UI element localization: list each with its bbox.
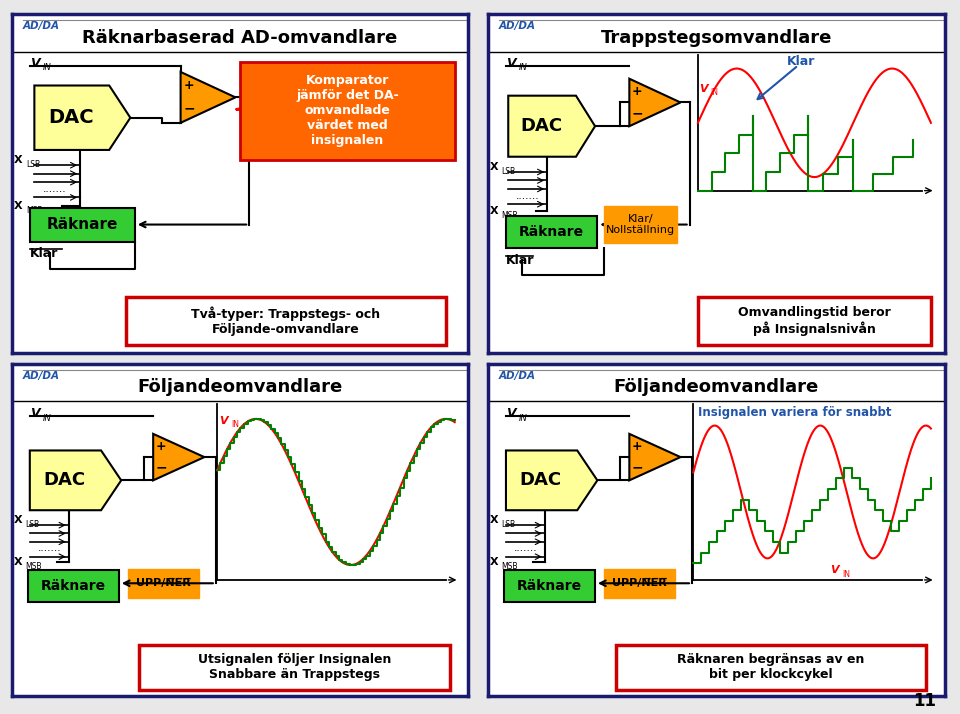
Text: Räknare: Räknare [519,225,585,239]
Text: −: − [632,461,643,475]
Text: Klar: Klar [506,253,535,266]
Text: DAC: DAC [520,117,563,135]
Text: DAC: DAC [43,471,85,489]
Text: .......: ....... [516,191,540,201]
Text: AD/DA: AD/DA [499,21,536,31]
Text: V: V [30,57,39,70]
Text: X: X [13,516,22,526]
Text: LSB: LSB [25,520,39,529]
Text: Räknarbaserad AD-omvandlare: Räknarbaserad AD-omvandlare [83,29,397,47]
Polygon shape [30,451,121,511]
Text: −: − [632,106,643,120]
Text: V: V [830,565,839,575]
Text: LSB: LSB [501,167,516,176]
Text: V: V [506,57,516,70]
Text: IN: IN [710,89,719,98]
Text: X: X [490,557,498,567]
Text: Klar: Klar [30,247,59,260]
Text: MSB: MSB [501,211,517,220]
Text: Omvandlingstid beror
på Insignalsnivån: Omvandlingstid beror på Insignalsnivån [738,306,891,336]
FancyBboxPatch shape [28,570,119,601]
Text: MSB: MSB [25,561,41,570]
Text: Räknare: Räknare [47,217,118,232]
Text: IN: IN [230,421,239,429]
Text: AD/DA: AD/DA [23,371,60,381]
Text: X: X [490,206,498,216]
Text: Följandeomvandlare: Följandeomvandlare [137,378,343,396]
Text: AD/DA: AD/DA [23,21,60,31]
Text: DAC: DAC [519,471,562,489]
FancyBboxPatch shape [506,216,597,248]
Text: X: X [490,162,498,172]
Text: X: X [13,557,22,567]
Text: −: − [156,461,167,475]
Polygon shape [508,96,595,156]
FancyBboxPatch shape [698,298,931,345]
Text: .......: ....... [43,184,67,194]
Text: −: − [183,102,195,116]
Text: MSB: MSB [501,561,517,570]
FancyBboxPatch shape [604,206,678,243]
Polygon shape [630,79,681,126]
Text: Räknaren begränsas av en
bit per klockcykel: Räknaren begränsas av en bit per klockcy… [678,653,865,681]
FancyBboxPatch shape [604,569,675,598]
Text: Insignalen variera för snabbt: Insignalen variera för snabbt [698,406,892,419]
FancyBboxPatch shape [240,61,455,160]
Text: IN: IN [42,413,51,423]
Text: LSB: LSB [501,520,516,529]
FancyBboxPatch shape [615,645,926,690]
Text: IN: IN [842,570,850,579]
Text: IN: IN [518,413,527,423]
Text: V: V [220,416,228,426]
Polygon shape [506,451,597,511]
Text: .......: ....... [37,543,61,553]
FancyBboxPatch shape [139,645,450,690]
Text: MSB: MSB [26,206,42,215]
Text: V: V [699,84,708,94]
Text: X: X [13,155,22,165]
Text: Trappstegsomvandlare: Trappstegsomvandlare [600,29,832,47]
Text: +: + [184,79,195,92]
Text: Två-typer: Trappstegs- och
Följande-omvandlare: Två-typer: Trappstegs- och Följande-omva… [191,306,380,336]
Text: LSB: LSB [26,160,40,169]
Text: DAC: DAC [48,109,94,127]
Polygon shape [35,86,131,150]
Text: Räknare: Räknare [40,579,106,593]
Text: X: X [490,516,498,526]
FancyBboxPatch shape [504,570,595,601]
Text: +: + [156,440,166,453]
Text: +: + [632,85,642,99]
Text: V: V [30,408,39,421]
Text: +: + [632,440,642,453]
Text: Räknare: Räknare [516,579,582,593]
FancyBboxPatch shape [128,569,199,598]
Text: Komparator
jämför det DA-
omvandlade
värdet med
insignalen: Komparator jämför det DA- omvandlade vär… [296,74,398,147]
Text: UPP/N̅E̅R̅: UPP/N̅E̅R̅ [612,578,667,588]
Polygon shape [154,434,204,481]
FancyBboxPatch shape [30,208,135,241]
Text: Klar: Klar [787,55,815,69]
Text: AD/DA: AD/DA [499,371,536,381]
Polygon shape [180,72,235,123]
Text: V: V [506,408,516,421]
Text: IN: IN [518,64,527,72]
Text: 11: 11 [913,693,936,710]
FancyBboxPatch shape [126,298,445,345]
Text: .......: ....... [514,543,538,553]
Text: Klar/
Nollställning: Klar/ Nollställning [606,213,675,236]
Polygon shape [630,434,681,481]
Text: Utsignalen följer Insignalen
Snabbare än Trappstegs: Utsignalen följer Insignalen Snabbare än… [198,653,392,681]
Text: Följandeomvandlare: Följandeomvandlare [613,378,819,396]
Text: X: X [13,201,22,211]
Text: IN: IN [42,64,51,72]
Text: UPP/N̅E̅R̅: UPP/N̅E̅R̅ [136,578,191,588]
